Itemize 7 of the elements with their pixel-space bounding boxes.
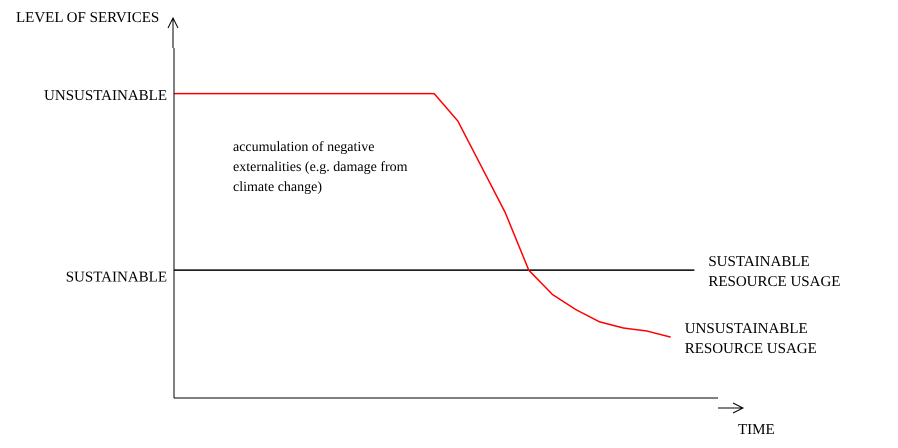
series-label: SUSTAINABLE RESOURCE USAGE bbox=[708, 254, 840, 290]
text: UNSUSTAINABLE bbox=[44, 88, 167, 104]
text: SUSTAINABLE bbox=[66, 270, 167, 286]
annotation: accumulation of negative externalities (e.g. damage from climate change) bbox=[233, 139, 409, 197]
series-label: UNSUSTAINABLE RESOURCE USAGE bbox=[684, 321, 817, 358]
x-axis-title: TIME bbox=[738, 422, 775, 438]
y-axis-title: LEVEL OF SERVICES bbox=[16, 10, 160, 26]
